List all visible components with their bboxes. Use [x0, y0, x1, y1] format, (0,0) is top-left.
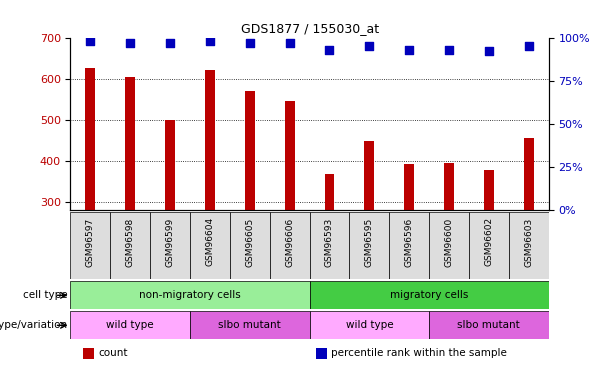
Text: count: count [98, 348, 128, 358]
Bar [150, 212, 190, 279]
Bar [284, 101, 295, 210]
Title: GDS1877 / 155030_at: GDS1877 / 155030_at [240, 22, 379, 35]
Bar [270, 212, 310, 279]
Bar [190, 311, 310, 339]
Text: cell type: cell type [23, 290, 67, 300]
Point [325, 46, 335, 53]
Text: migratory cells: migratory cells [390, 290, 468, 300]
Text: wild type: wild type [107, 320, 154, 330]
Bar [245, 91, 255, 210]
Text: GSM96598: GSM96598 [126, 217, 135, 267]
Text: GSM96596: GSM96596 [405, 217, 414, 267]
Bar [70, 281, 310, 309]
Bar [70, 311, 190, 339]
Point [444, 46, 454, 53]
Bar [310, 212, 349, 279]
Bar [349, 212, 389, 279]
Point [405, 46, 414, 53]
Bar [389, 212, 429, 279]
Point [524, 43, 533, 49]
Bar [70, 212, 110, 279]
Bar [310, 311, 429, 339]
Text: percentile rank within the sample: percentile rank within the sample [331, 348, 507, 358]
Bar [484, 170, 494, 210]
Point [245, 40, 255, 46]
Text: genotype/variation: genotype/variation [0, 320, 67, 330]
Text: GSM96603: GSM96603 [524, 217, 533, 267]
Bar [404, 164, 414, 210]
Point [86, 38, 96, 44]
Text: non-migratory cells: non-migratory cells [139, 290, 241, 300]
Bar [230, 212, 270, 279]
Point [484, 48, 494, 54]
Text: GSM96602: GSM96602 [484, 217, 493, 266]
Point [125, 40, 135, 46]
Text: GSM96593: GSM96593 [325, 217, 334, 267]
Point [205, 38, 215, 44]
Bar [444, 163, 454, 210]
Bar [524, 138, 534, 210]
Point [284, 40, 294, 46]
Bar [110, 212, 150, 279]
Bar [324, 174, 335, 210]
Point [364, 43, 374, 49]
Text: GSM96604: GSM96604 [205, 217, 215, 266]
Bar [310, 281, 549, 309]
Text: slbo mutant: slbo mutant [457, 320, 520, 330]
Text: GSM96605: GSM96605 [245, 217, 254, 267]
Text: GSM96600: GSM96600 [444, 217, 454, 267]
Point [166, 40, 175, 46]
Bar [429, 311, 549, 339]
Bar [190, 212, 230, 279]
Bar [165, 120, 175, 210]
Bar [364, 141, 375, 210]
Bar [509, 212, 549, 279]
Bar [469, 212, 509, 279]
Bar [205, 70, 215, 210]
Text: GSM96595: GSM96595 [365, 217, 374, 267]
Bar [85, 68, 96, 210]
Text: GSM96597: GSM96597 [86, 217, 95, 267]
Text: GSM96606: GSM96606 [285, 217, 294, 267]
Bar [429, 212, 469, 279]
Text: wild type: wild type [346, 320, 393, 330]
Text: slbo mutant: slbo mutant [218, 320, 281, 330]
Text: GSM96599: GSM96599 [166, 217, 175, 267]
Bar [125, 76, 135, 210]
